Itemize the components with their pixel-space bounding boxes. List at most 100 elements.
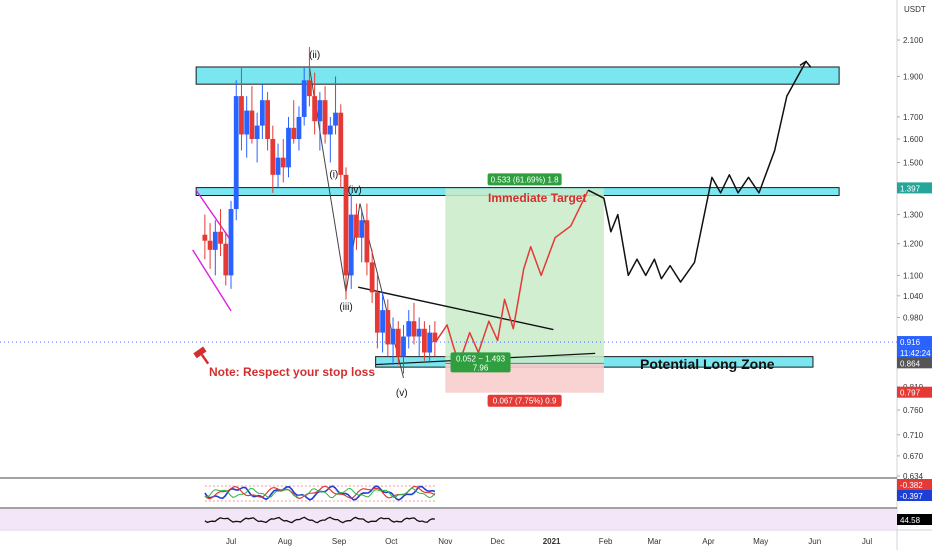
candle[interactable]: [270, 125, 276, 193]
candle-body: [233, 96, 239, 210]
channel-bottom-line[interactable]: [192, 249, 232, 312]
candle-body: [275, 157, 281, 175]
candle[interactable]: [364, 203, 370, 276]
osc-value: -0.397: [900, 492, 923, 501]
candle[interactable]: [354, 203, 359, 250]
candle[interactable]: [223, 231, 229, 286]
candle-body: [312, 96, 318, 122]
candle[interactable]: [333, 76, 338, 135]
ratio-label-box: [450, 352, 511, 373]
rsi-value: 44.58: [900, 516, 921, 525]
candle-body: [374, 292, 380, 333]
price-label-box: [897, 347, 932, 359]
candle[interactable]: [207, 223, 213, 269]
candle[interactable]: [369, 249, 375, 303]
candle-body: [359, 220, 365, 238]
candle-body: [259, 100, 265, 126]
candle[interactable]: [343, 167, 349, 300]
x-tick-label: Jun: [808, 537, 821, 546]
candle[interactable]: [218, 209, 223, 257]
y-tick-label: 1.900: [903, 72, 924, 81]
osc-value: -0.382: [900, 481, 923, 490]
candle-body: [207, 240, 213, 250]
candle[interactable]: [422, 321, 427, 361]
immediate-target-text: Immediate Target: [488, 191, 586, 205]
note-text: Note: Respect your stop loss: [209, 365, 375, 379]
x-tick-label: Sep: [332, 537, 347, 546]
candle[interactable]: [327, 116, 333, 163]
candle[interactable]: [416, 317, 422, 357]
candle-body: [286, 127, 291, 168]
candle-body: [343, 174, 349, 276]
candle[interactable]: [374, 275, 380, 349]
osc-value-box: [897, 490, 932, 501]
candle[interactable]: [395, 321, 401, 366]
candle[interactable]: [317, 92, 323, 151]
candle[interactable]: [275, 143, 281, 188]
stop-label: 0.067 (7.75%) 0.9: [493, 397, 557, 406]
projection-path-black[interactable]: [587, 61, 807, 283]
candle-body: [291, 127, 297, 139]
candle[interactable]: [244, 96, 250, 158]
candle[interactable]: [296, 106, 302, 151]
gavel-head: [193, 346, 207, 359]
candle[interactable]: [411, 302, 417, 345]
y-tick-label: 2.100: [903, 36, 924, 45]
candle[interactable]: [322, 86, 328, 144]
top-zone[interactable]: [195, 66, 840, 85]
candle[interactable]: [202, 214, 208, 260]
ratio-label-line1: 0.052 ~ 1.493: [456, 354, 506, 363]
osc-line-blue: [204, 485, 436, 501]
candle[interactable]: [390, 317, 396, 366]
candle-body: [301, 80, 307, 117]
osc-value-box: [897, 479, 932, 490]
descending-resistance-line[interactable]: [358, 286, 554, 331]
candle[interactable]: [432, 321, 438, 357]
y-tick-label: 1.200: [903, 240, 924, 249]
candle[interactable]: [359, 209, 365, 263]
candle-body: [422, 328, 427, 353]
candle[interactable]: [338, 104, 344, 188]
candle[interactable]: [385, 299, 391, 357]
potential-long-zone-text: Potential Long Zone: [640, 356, 775, 372]
price-label-box: [897, 182, 932, 194]
candle-body: [270, 138, 276, 175]
candle[interactable]: [286, 116, 291, 178]
candle-body: [307, 80, 312, 97]
y-tick-label: 1.040: [903, 292, 924, 301]
candle[interactable]: [401, 324, 406, 374]
candle[interactable]: [348, 192, 354, 289]
candle[interactable]: [265, 92, 270, 151]
candle[interactable]: [312, 72, 318, 135]
candle[interactable]: [212, 220, 218, 276]
candle-body: [265, 100, 270, 139]
projection-arrow: [799, 60, 812, 68]
channel-top-line[interactable]: [195, 189, 232, 242]
candle[interactable]: [233, 80, 239, 221]
candle-body: [202, 234, 208, 241]
x-tick-label: 2021: [543, 537, 561, 546]
y-tick-label: 0.634: [903, 472, 924, 481]
y-tick-label: 0.710: [903, 431, 924, 440]
axis-panel: [897, 0, 932, 550]
candle[interactable]: [259, 84, 265, 139]
candle[interactable]: [427, 324, 433, 361]
candle[interactable]: [380, 292, 385, 353]
candle[interactable]: [239, 66, 244, 151]
candle[interactable]: [280, 138, 286, 183]
price-label-box: [897, 357, 932, 369]
candle[interactable]: [249, 86, 255, 144]
price-label: 0.797: [900, 389, 921, 398]
candle[interactable]: [254, 112, 260, 163]
profit-area[interactable]: [445, 188, 604, 364]
candle-body: [416, 328, 422, 337]
candle[interactable]: [406, 310, 412, 349]
x-tick-label: May: [753, 537, 768, 546]
candle[interactable]: [291, 100, 297, 144]
candle[interactable]: [307, 47, 312, 107]
candle-body: [228, 209, 234, 276]
candle[interactable]: [228, 200, 234, 289]
candle[interactable]: [301, 66, 307, 126]
